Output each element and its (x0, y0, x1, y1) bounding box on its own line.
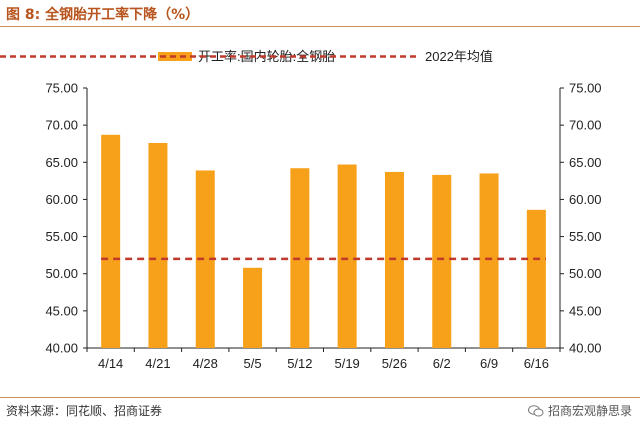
y-tick-label-right: 50.00 (569, 266, 602, 281)
x-tick-label: 5/19 (334, 356, 359, 370)
bar (432, 174, 452, 348)
legend-bar-label: 开工率:国内轮胎:全钢胎 (198, 49, 335, 64)
bar (337, 164, 357, 348)
y-tick-label-right: 65.00 (569, 155, 602, 170)
bar (101, 134, 121, 348)
bar (243, 267, 263, 348)
bar (526, 209, 546, 348)
y-tick-label-left: 75.00 (45, 81, 78, 96)
x-tick-label: 6/2 (433, 356, 451, 370)
watermark: 招商宏观静思录 (527, 402, 632, 419)
y-tick-label-right: 60.00 (569, 192, 602, 207)
y-tick-label-right: 45.00 (569, 303, 602, 318)
x-tick-label: 5/26 (382, 356, 407, 370)
source-note: 资料来源：同花顺、招商证券 (6, 404, 163, 418)
legend: 开工率:国内轮胎:全钢胎 2022年均值 (0, 49, 493, 64)
x-tick-label: 5/5 (244, 356, 262, 370)
plot-area: 40.00 40.00 45.00 45.00 50.00 50.00 55.00 55.00… (45, 81, 601, 371)
footer-divider (0, 397, 640, 398)
wechat-icon (527, 404, 544, 416)
y-tick-label-left: 65.00 (45, 155, 78, 170)
figure-title: 图 8: 全钢胎开工率下降（%） (6, 7, 200, 23)
y-tick-label-left: 60.00 (45, 192, 78, 207)
x-tick-label: 6/16 (524, 356, 549, 370)
legend-line-label: 2022年均值 (425, 49, 493, 64)
bar (479, 173, 499, 348)
x-tick-label: 6/9 (480, 356, 498, 370)
watermark-text: 招商宏观静思录 (547, 404, 632, 418)
x-tick-label: 4/14 (98, 356, 123, 370)
bar (195, 170, 215, 348)
y-tick-label-right: 70.00 (569, 118, 602, 133)
bar (148, 142, 168, 348)
x-tick-label: 4/28 (193, 356, 218, 370)
y-tick-label-left: 70.00 (45, 118, 78, 133)
y-tick-label-left: 40.00 (45, 341, 78, 356)
x-tick-label: 5/12 (287, 356, 312, 370)
y-tick-label-right: 75.00 (569, 81, 602, 96)
y-tick-label-left: 55.00 (45, 229, 78, 244)
y-tick-label-left: 50.00 (45, 266, 78, 281)
y-tick-label-right: 40.00 (569, 341, 602, 356)
y-tick-label-right: 55.00 (569, 229, 602, 244)
y-tick-label-left: 45.00 (45, 303, 78, 318)
x-tick-label: 4/21 (145, 356, 170, 370)
title-divider (0, 26, 640, 27)
bar-chart: 开工率:国内轮胎:全钢胎 2022年均值 40.00 40.00 45.00 45.0… (0, 49, 602, 371)
